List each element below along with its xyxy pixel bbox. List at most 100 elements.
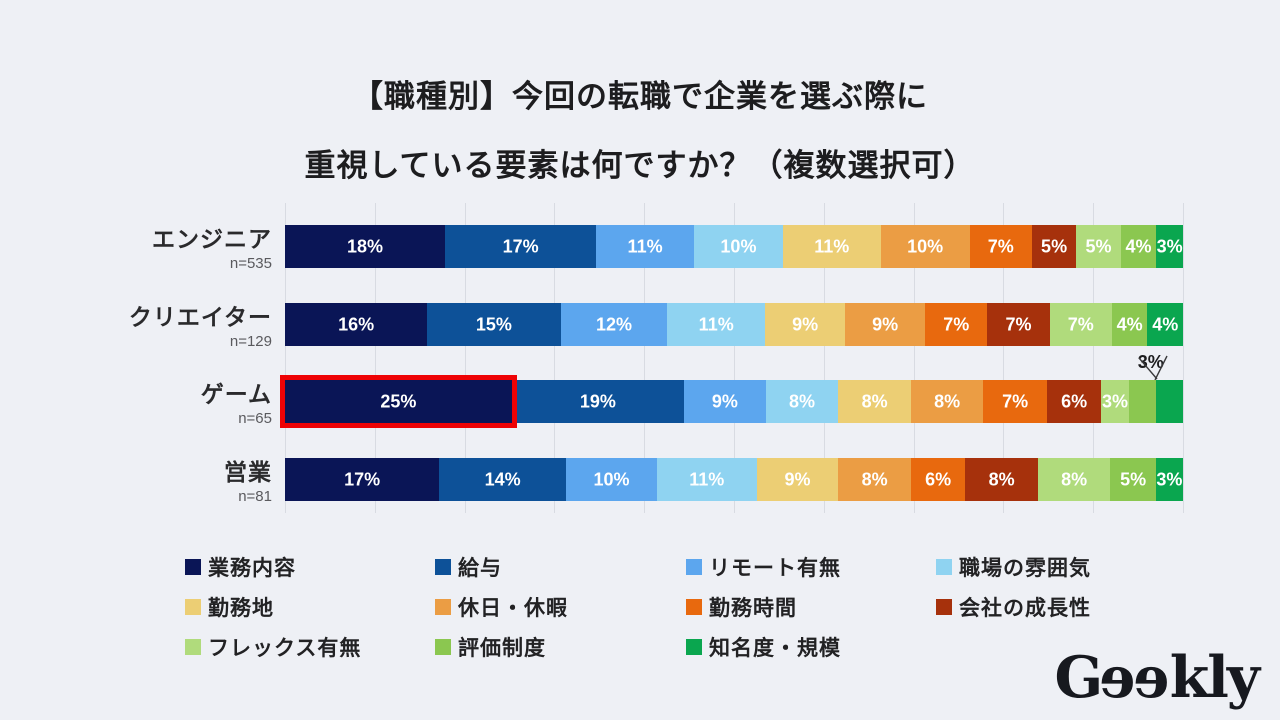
legend-color-swatch <box>435 598 451 615</box>
chart-title-line2: 重視している要素は何ですか？（複数選択可） <box>304 148 976 183</box>
chart-row: ゲーム n=65 25% 19% 9% 8% 8% 8% 7% 6% 3% 3% <box>0 352 1280 428</box>
legend-item: 休日・休暇 <box>435 593 686 620</box>
gridline <box>734 203 735 513</box>
gridline <box>464 203 466 513</box>
segment-value-label: 17% <box>502 236 539 256</box>
bar-segment: 7% <box>987 303 1050 346</box>
segment-value-label: 3% <box>1156 469 1183 489</box>
bar-segment: 7% <box>925 303 988 346</box>
segment-value-label: 9% <box>711 391 738 411</box>
segment-value-label: 16% <box>338 314 375 334</box>
segment-value-label: 9% <box>792 314 819 334</box>
category-label-block: ゲーム n=65 <box>0 380 272 428</box>
gridline <box>1093 203 1095 513</box>
segment-value-label: 5% <box>1120 469 1147 489</box>
segment-value-label: 8% <box>988 469 1015 489</box>
segment-value-label: 10% <box>907 236 944 256</box>
legend-color-swatch <box>435 638 451 655</box>
segment-value-label: 7% <box>1002 391 1029 411</box>
gridline <box>374 203 376 513</box>
stacked-bar: 16% 15% 12% 11% 9% 9% 7% 7% 7% 4% 4% <box>285 303 1183 346</box>
bar-segment: 17% <box>285 458 440 501</box>
segment-value-label: 9% <box>784 469 811 489</box>
segment-value-label: 4% <box>1125 236 1152 256</box>
category-label-block: 営業 n=81 <box>0 458 272 506</box>
segment-value-label: 3% <box>1101 391 1128 411</box>
bar-segment: 11% <box>782 225 881 268</box>
segment-value-label: 18% <box>347 236 384 256</box>
legend-label: 業務内容 <box>208 556 296 580</box>
legend-item: 給与 <box>435 553 686 580</box>
callout-leader-line <box>1138 355 1168 380</box>
legend-item: フレックス有無 <box>185 633 435 660</box>
segment-value-label: 8% <box>861 469 888 489</box>
category-label-block: クリエイター n=129 <box>0 303 272 351</box>
legend-label: 評価制度 <box>458 636 546 660</box>
gridlines <box>285 203 1184 513</box>
logo-letter-e-mirrored: e <box>1135 644 1170 711</box>
segment-value-label: 8% <box>861 391 888 411</box>
callout-value-label: 3% <box>1137 352 1164 372</box>
bar-segment: 8% <box>765 380 839 423</box>
legend-label: 知名度・規模 <box>709 636 841 660</box>
chart-title-line1: 【職種別】今回の転職で企業を選ぶ際に <box>352 79 928 114</box>
legend-label: 職場の雰囲気 <box>959 556 1091 580</box>
sample-size-label: n=535 <box>229 255 272 272</box>
bar-segment: 8% <box>1037 458 1111 501</box>
segment-value-label: 12% <box>595 314 632 334</box>
legend-color-swatch <box>686 558 702 575</box>
segment-value-label: 19% <box>579 391 616 411</box>
bar-segment <box>1128 380 1156 423</box>
bar-segment: 5% <box>1031 225 1077 268</box>
bar-segment: 3% <box>1155 458 1183 501</box>
segment-value-label: 3% <box>1156 236 1183 256</box>
legend-label: 勤務地 <box>208 596 274 620</box>
legend-item: 知名度・規模 <box>686 633 936 660</box>
legend-label: 休日・休暇 <box>458 596 568 620</box>
legend-item: 職場の雰囲気 <box>936 553 1091 580</box>
segment-value-label: 6% <box>1061 391 1088 411</box>
segment-value-label: 4% <box>1152 314 1179 334</box>
chart-row: クリエイター n=129 16% 15% 12% 11% 9% 9% 7% 7% 7% 4% 4% <box>0 303 1280 350</box>
stacked-bar: 25% 19% 9% 8% 8% 8% 7% 6% 3% 3% <box>280 352 1183 428</box>
bar-segment: 7% <box>1049 303 1112 346</box>
bar-segment: 7% <box>983 380 1047 423</box>
bar-segment: 9% <box>684 380 766 423</box>
bar-segment: 16% <box>285 303 428 346</box>
bar-segment: 9% <box>765 303 846 346</box>
segment-value-label: 11% <box>814 236 850 256</box>
segment-value-label: 8% <box>1061 469 1088 489</box>
segment-value-label: 5% <box>1041 236 1068 256</box>
category-label-block: エンジニア n=535 <box>0 225 272 273</box>
logo-letter-g: G <box>1054 644 1104 711</box>
sample-size-label: n=81 <box>238 488 272 505</box>
chart-row: エンジニア n=535 18% 17% 11% 10% 11% 10% 7% 5% 5% 4% 3% <box>0 225 1280 272</box>
segment-value-label: 11% <box>698 314 734 334</box>
legend-item: 会社の成長性 <box>936 593 1091 620</box>
bar-segment: 10% <box>880 225 970 268</box>
bar-segment: 25% <box>285 380 512 423</box>
legend-item: 勤務地 <box>185 593 435 620</box>
bar-segment: 9% <box>756 458 839 501</box>
legend-color-swatch <box>185 598 201 615</box>
legend-color-swatch <box>435 558 451 575</box>
bar-segment: 12% <box>560 303 668 346</box>
segment-value-label: 7% <box>1067 314 1094 334</box>
segment-value-label: 10% <box>593 469 630 489</box>
bar-segment: 3% <box>1101 380 1129 423</box>
bar-segment: 8% <box>910 380 984 423</box>
logo-letters-kly: kly <box>1169 644 1260 711</box>
segment-value-label: 7% <box>943 314 970 334</box>
bar-segment: 8% <box>965 458 1038 501</box>
bar-segment <box>1155 380 1183 423</box>
geekly-logo: Geekly <box>1055 644 1261 711</box>
bar-segment: 11% <box>596 225 694 268</box>
legend-color-swatch <box>185 558 201 575</box>
bar-segment: 5% <box>1076 225 1121 268</box>
legend-item: リモート有無 <box>686 553 936 580</box>
category-name: ゲーム <box>200 381 272 407</box>
segment-value-label: 10% <box>720 236 757 256</box>
segment-value-label: 5% <box>1085 236 1112 256</box>
legend-label: 会社の成長性 <box>959 596 1091 620</box>
